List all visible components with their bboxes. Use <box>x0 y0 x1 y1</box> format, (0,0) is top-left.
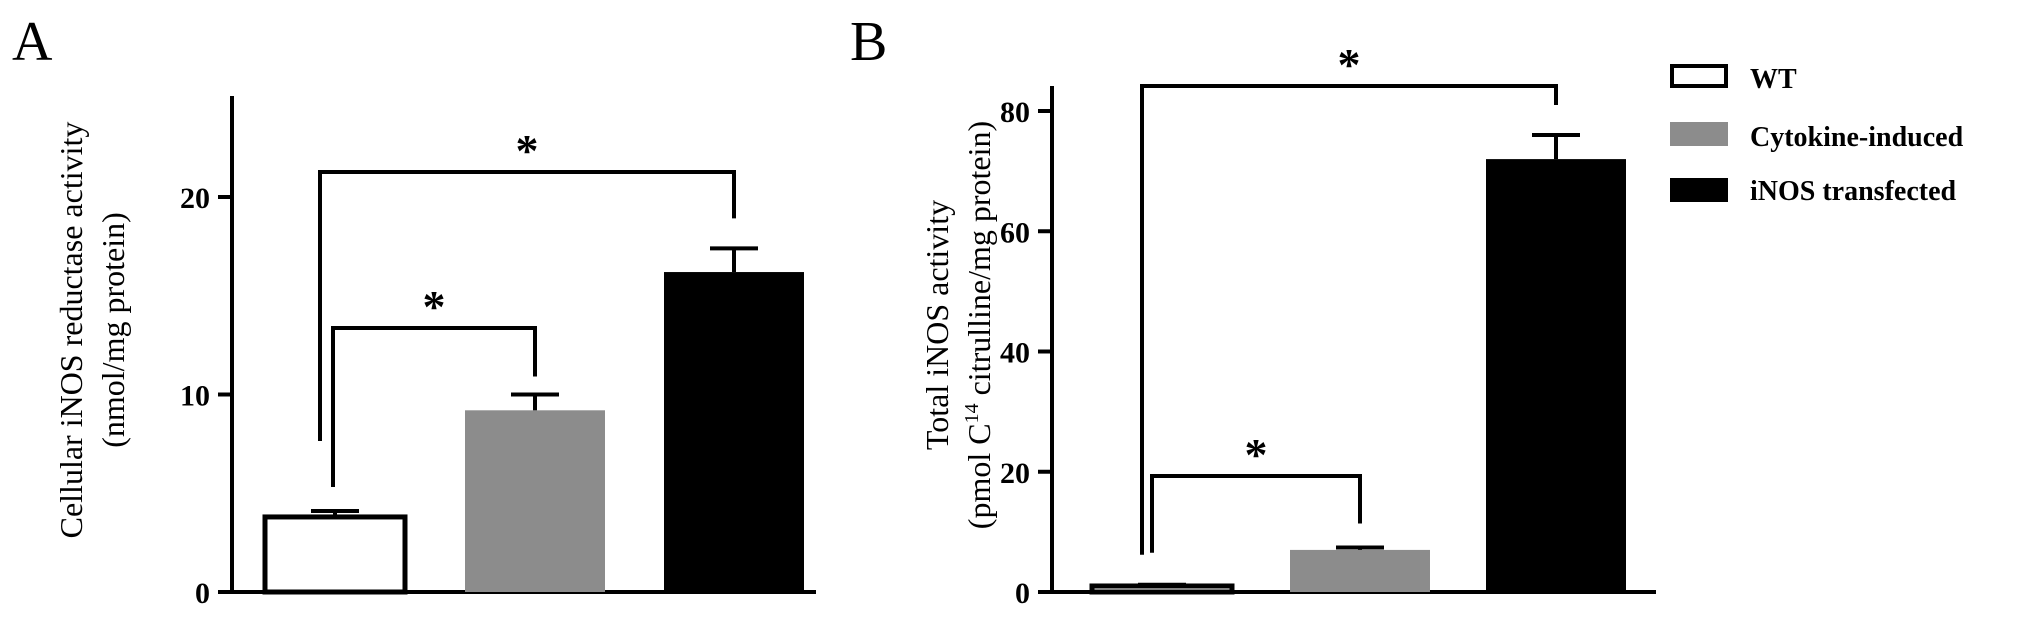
panel-a: A Cellular iNOS reductase activity (nmol… <box>12 11 816 610</box>
bar-wt <box>262 514 408 595</box>
significance-star: * <box>423 281 446 332</box>
legend: WT Cytokine-induced iNOS transfected <box>1670 64 1964 207</box>
significance-bracket <box>1140 84 1558 555</box>
significance-star: * <box>1245 429 1268 480</box>
y-tick-label: 0 <box>195 577 210 610</box>
panel-b-ylabel-sup: 14 <box>961 403 983 423</box>
y-tick-label: 0 <box>1015 577 1030 610</box>
panel-b: B Total iNOS activity (pmol C14 citrulli… <box>850 11 1656 610</box>
legend-label-wt: WT <box>1750 64 1797 95</box>
bar-cytokine-induced <box>465 410 605 592</box>
panel-b-ylabel-line2: (pmol C14 citrulline/mg protein) <box>961 121 997 529</box>
panel-a-ylabel-line2: (nmol/mg protein) <box>95 212 131 448</box>
panel-a-ylabel-line1: Cellular iNOS reductase activity <box>53 122 89 539</box>
y-tick-label: 80 <box>1000 96 1030 129</box>
panel-b-letter: B <box>850 11 887 73</box>
significance-bracket <box>331 326 537 488</box>
panel-b-ylabel-pre: (pmol C <box>961 423 997 529</box>
y-tick-label: 20 <box>180 182 210 215</box>
bar-inos-transfected <box>664 272 804 592</box>
significance-bracket <box>1150 474 1362 553</box>
legend-swatch-inos <box>1670 178 1728 202</box>
legend-swatch-wt <box>1670 64 1728 88</box>
significance-star: * <box>1338 39 1361 90</box>
legend-label-cytokine: Cytokine-induced <box>1750 122 1964 153</box>
bar-cytokine-induced <box>1290 549 1430 592</box>
y-tick-label: 60 <box>1000 216 1030 249</box>
bar-inos-transfected <box>1486 159 1626 592</box>
y-tick-label: 10 <box>180 380 210 413</box>
panel-b-ylabel-line1: Total iNOS activity <box>919 200 955 450</box>
y-tick-label: 20 <box>1000 457 1030 490</box>
bar-wt <box>1089 583 1235 595</box>
panel-a-letter: A <box>12 11 53 73</box>
significance-bracket <box>318 170 736 442</box>
panel-b-ylabel-post: citrulline/mg protein) <box>961 121 997 404</box>
significance-star: * <box>516 125 539 176</box>
y-tick-label: 40 <box>1000 337 1030 370</box>
legend-label-inos: iNOS transfected <box>1750 176 1957 207</box>
legend-swatch-cytokine <box>1670 122 1728 146</box>
